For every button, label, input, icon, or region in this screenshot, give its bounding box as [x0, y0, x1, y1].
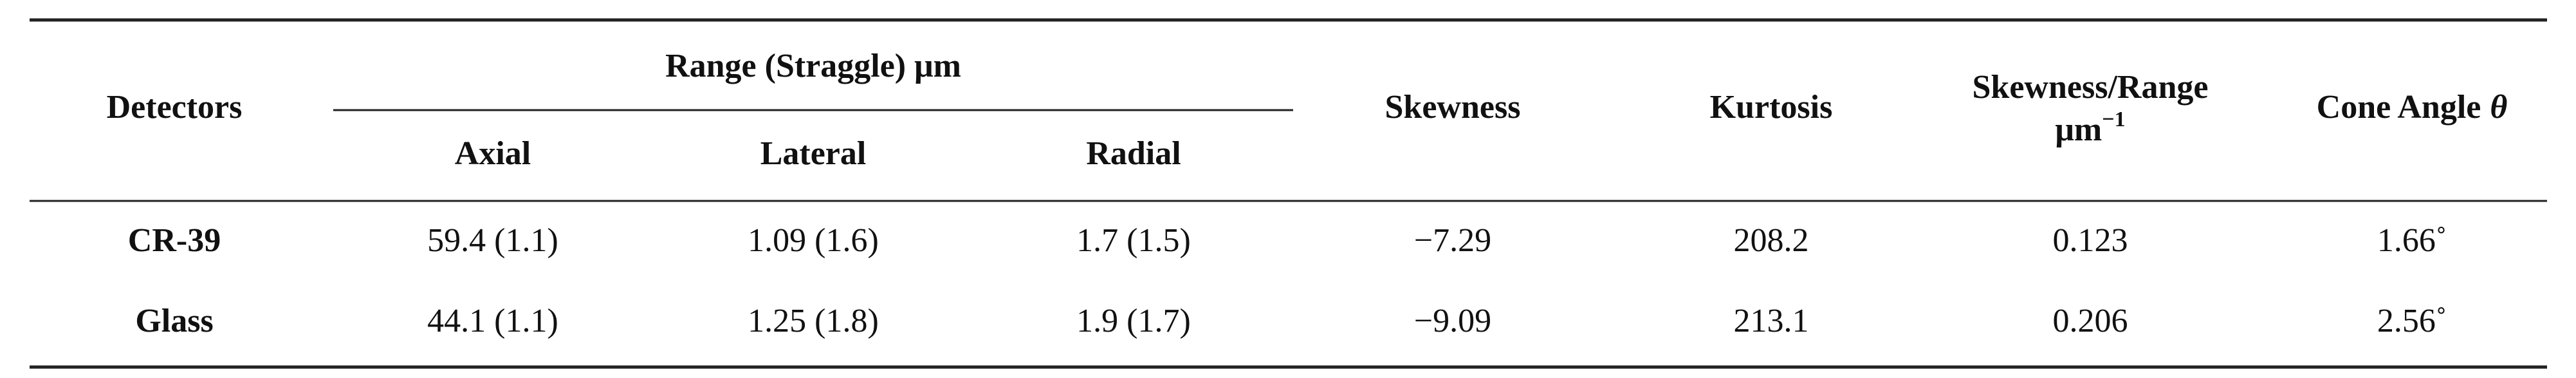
cell: 44.1 (1.1): [427, 303, 558, 339]
cell: 1.9 (1.7): [1076, 303, 1191, 339]
row-header: Glass: [135, 303, 213, 339]
cell: 208.2: [1734, 222, 1809, 259]
header-cell: Radial: [1086, 135, 1181, 172]
header-cell: Lateral: [760, 135, 867, 172]
cell: 1.25 (1.8): [748, 303, 879, 339]
cell: 59.4 (1.1): [427, 222, 558, 259]
header-cell: Detectors: [107, 89, 243, 126]
cell: 0.206: [2053, 303, 2128, 339]
header-cell: Kurtosis: [1710, 89, 1833, 126]
header-cell: Cone Angle θ: [2317, 89, 2508, 126]
cell: 1.09 (1.6): [748, 222, 879, 259]
cell: 213.1: [1734, 303, 1809, 339]
cell: 1.66˚: [2377, 222, 2447, 259]
cell: −7.29: [1414, 222, 1491, 259]
cell: 0.123: [2053, 222, 2128, 259]
header-group: Range (Straggle) μm: [665, 48, 961, 84]
row-header: CR-39: [128, 222, 221, 259]
header-cell: Axial: [455, 135, 531, 172]
cell: 2.56˚: [2377, 303, 2447, 339]
unit-exponent: −1: [2102, 108, 2125, 131]
header-unit: μm−1: [2055, 108, 2125, 148]
header-cell: Skewness: [1385, 89, 1521, 126]
cone-label: Cone Angle: [2317, 89, 2481, 126]
unit: μm: [2055, 111, 2102, 148]
cell: 1.7 (1.5): [1076, 222, 1191, 259]
cell: −9.09: [1414, 303, 1491, 339]
header-cell: Skewness/Range: [1973, 69, 2209, 106]
cone-symbol: θ: [2490, 89, 2507, 126]
